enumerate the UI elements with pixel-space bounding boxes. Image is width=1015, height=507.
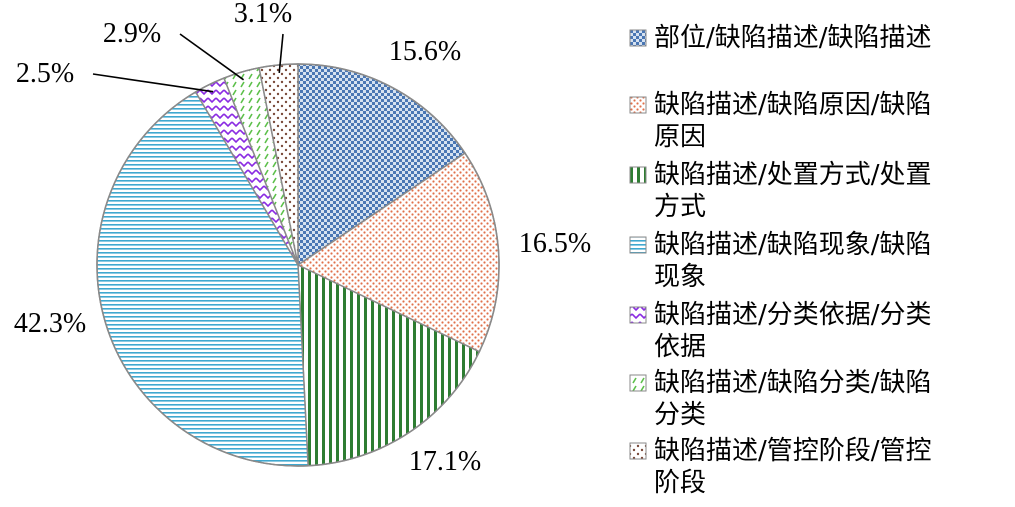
legend-label: 现象 xyxy=(654,262,706,292)
slice-value-label: 2.5% xyxy=(16,58,74,89)
slice-value-label: 3.1% xyxy=(234,0,292,29)
slice-value-label: 17.1% xyxy=(409,446,481,477)
slice-value-label: 16.5% xyxy=(519,228,591,259)
legend-label: 缺陷描述/缺陷分类/缺陷 xyxy=(654,368,932,398)
slice-value-label: 42.3% xyxy=(14,308,86,339)
slice-value-label: 2.9% xyxy=(103,18,161,49)
legend-label: 缺陷描述/处置方式/处置 xyxy=(654,160,932,190)
legend-label: 缺陷描述/管控阶段/管控 xyxy=(654,436,932,466)
legend-label: 方式 xyxy=(654,192,706,222)
legend-swatch xyxy=(629,166,647,184)
legend-swatch xyxy=(629,236,647,254)
leader-line xyxy=(179,33,245,81)
legend-swatch xyxy=(629,96,647,114)
slice-value-label: 15.6% xyxy=(389,36,461,67)
legend-label: 依据 xyxy=(654,332,706,362)
legend-swatch xyxy=(629,306,647,324)
legend-label: 分类 xyxy=(654,400,706,430)
legend-label: 缺陷描述/分类依据/分类 xyxy=(654,300,932,330)
legend-swatch xyxy=(629,29,647,47)
pie-outline xyxy=(96,63,500,467)
legend-label: 原因 xyxy=(654,122,706,152)
legend-label: 阶段 xyxy=(654,468,706,498)
leader-line xyxy=(278,33,284,73)
legend-label: 缺陷描述/缺陷原因/缺陷 xyxy=(654,90,932,120)
legend-swatch xyxy=(629,442,647,460)
legend-label: 缺陷描述/缺陷现象/缺陷 xyxy=(654,230,932,260)
leader-line xyxy=(92,73,214,93)
legend-swatch xyxy=(629,374,647,392)
legend-label: 部位/缺陷描述/缺陷描述 xyxy=(654,23,932,53)
